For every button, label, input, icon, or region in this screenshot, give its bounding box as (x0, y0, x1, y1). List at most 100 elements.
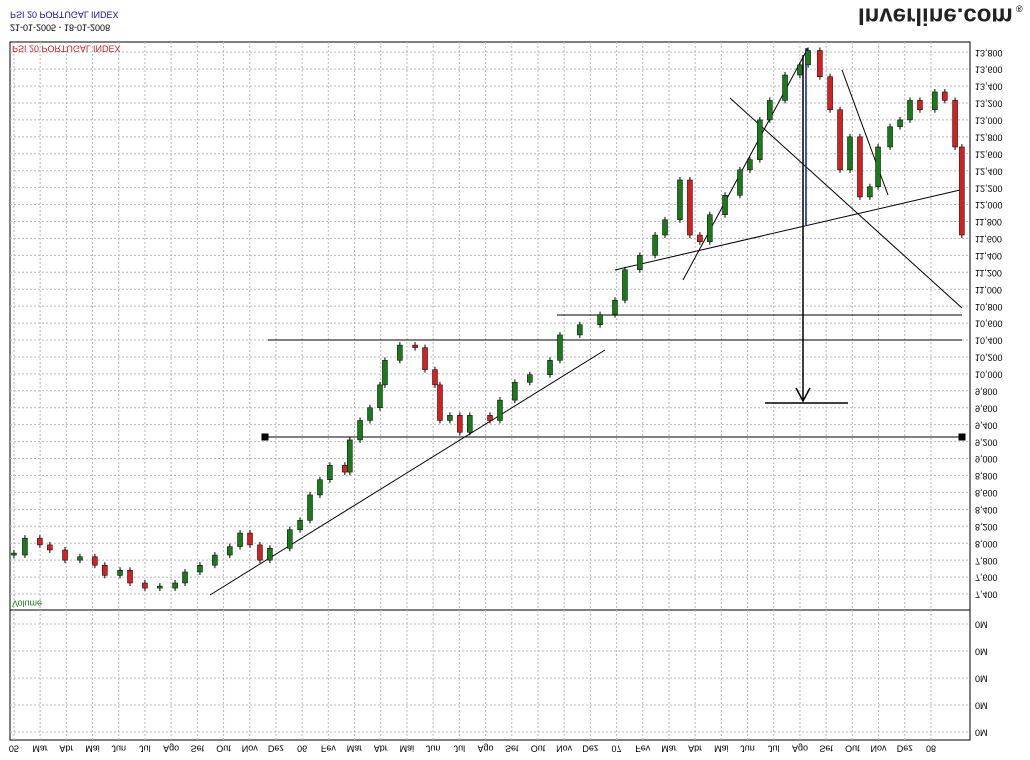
candle (227, 546, 233, 556)
y-tick-label: 9,000 (975, 454, 998, 464)
candle (11, 552, 17, 556)
candle (577, 324, 583, 336)
y-tick-label: 7,400 (975, 590, 998, 600)
x-tick-label: Mar (661, 744, 677, 754)
brand: Inverline.com (858, 3, 1013, 30)
candle (347, 439, 353, 473)
candles (11, 47, 965, 592)
y-tick-label: 10,800 (975, 302, 1003, 312)
candle (497, 399, 503, 421)
candle (597, 314, 603, 326)
candle (817, 50, 823, 77)
x-tick-label: Abr (59, 744, 73, 754)
x-tick-label: Set (819, 744, 833, 754)
annotations (209, 47, 966, 596)
candle (557, 334, 563, 361)
x-tick-label: 05 (9, 744, 19, 754)
x-tick-label: Jul (454, 744, 466, 754)
candle (952, 100, 958, 148)
grid (10, 42, 970, 740)
y-tick-label: 11,200 (975, 268, 1002, 278)
x-tick-label: Ago (478, 744, 494, 754)
candle (77, 556, 83, 561)
candle (457, 415, 463, 433)
x-tick-label: Out (845, 744, 860, 754)
y-tick-label: 10,600 (975, 319, 1003, 329)
trend-line (614, 189, 961, 271)
candle (697, 234, 703, 243)
y-tick-label: 13,000 (975, 116, 1003, 126)
volume-axis-label: 0M (975, 647, 988, 657)
candle (62, 549, 68, 561)
candle (867, 186, 873, 198)
line-handle (261, 433, 269, 441)
candle (422, 347, 428, 370)
x-tick-label: Abr (688, 744, 702, 754)
candle (687, 179, 693, 236)
candle (307, 494, 313, 521)
line-handle (958, 433, 966, 441)
date-range: 21-01-2005 - 18-01-2008 (10, 23, 110, 33)
y-tick-label: 7,800 (975, 556, 998, 566)
candle (382, 360, 388, 386)
volume-axis-label: 0M (975, 701, 988, 711)
x-tick-label: Mai (714, 744, 729, 754)
candle (172, 582, 178, 589)
y-tick-label: 12,200 (975, 183, 1003, 193)
x-tick-label: Jul (768, 744, 780, 754)
candle (117, 570, 123, 576)
y-tick-label: 9,800 (975, 386, 998, 396)
candle (432, 369, 438, 386)
x-tick-label: Mai (85, 744, 100, 754)
y-tick-label: 11,600 (975, 234, 1002, 244)
candle (317, 479, 323, 496)
y-tick-label: 8,600 (975, 488, 998, 498)
volume-axis-label: 0M (975, 674, 988, 684)
candle (827, 76, 833, 110)
x-tick-label: 06 (297, 744, 307, 754)
candle (412, 344, 418, 348)
y-tick-label: 10,200 (975, 353, 1003, 363)
x-tick-label: Ago (163, 744, 179, 754)
candle (805, 50, 811, 66)
flipped-chart: Volume PSI 20 PORTUGAL INDEX 21-01-2005 … (9, 3, 1023, 754)
x-tick-label: Abr (374, 744, 388, 754)
candle (327, 465, 333, 480)
candle (907, 100, 913, 121)
x-tick-label: Jul (139, 744, 151, 754)
y-tick-label: 8,400 (975, 505, 998, 515)
candle (527, 374, 533, 383)
arrow-head (795, 387, 811, 403)
candle (612, 299, 618, 315)
candle (959, 146, 965, 236)
candle (127, 570, 133, 584)
candle (637, 255, 643, 270)
candle (247, 532, 253, 546)
volume-label: Volume (12, 599, 42, 609)
x-tick-label: Out (531, 744, 546, 754)
x-tick-label: Fev (635, 744, 651, 754)
y-tick-label: 10,000 (975, 370, 1003, 380)
candle (257, 544, 263, 561)
brand-mark: ® (1016, 4, 1023, 14)
candle (547, 360, 553, 375)
candle (22, 537, 28, 556)
candle (182, 571, 188, 584)
volume-axis-label: 0M (975, 620, 988, 630)
y-tick-label: 9,400 (975, 420, 998, 430)
candle (102, 564, 108, 576)
x-tick-label: Jun (426, 744, 441, 754)
x-tick-label: Mar (347, 744, 363, 754)
y-tick-label: 10,400 (975, 336, 1003, 346)
y-tick-label: 13,400 (975, 82, 1003, 92)
y-tick-label: 13,600 (975, 65, 1003, 75)
candle (767, 100, 773, 121)
candle (737, 169, 743, 196)
candle (512, 382, 518, 401)
y-tick-label: 13,800 (975, 48, 1003, 58)
candle (707, 214, 713, 243)
x-tick-label: Nov (871, 744, 888, 754)
candle (487, 415, 493, 421)
y-tick-label: 8,800 (975, 471, 998, 481)
